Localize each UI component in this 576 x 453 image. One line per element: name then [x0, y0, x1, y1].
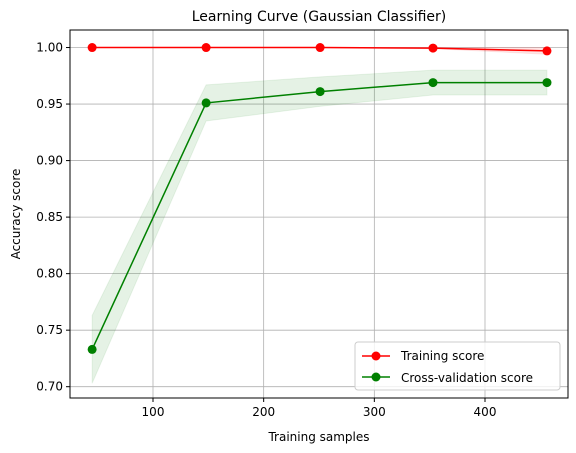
series-points: [87, 43, 552, 354]
data-point: [428, 43, 438, 53]
y-tick-label: 0.95: [36, 97, 63, 111]
plot-frame: [69, 29, 569, 399]
legend-label-training: Training score: [400, 349, 484, 363]
legend-marker-cross-validation: [371, 372, 381, 382]
y-tick-label: 0.80: [36, 267, 63, 281]
data-point: [87, 344, 97, 354]
x-tick-label: 100: [142, 405, 165, 419]
series-band-1: [91, 69, 548, 384]
y-tick-label: 1.00: [36, 41, 63, 55]
data-point: [201, 98, 211, 108]
data-point: [201, 43, 211, 53]
x-axis-ticks: 100 200 300 400: [142, 398, 497, 419]
score-bands: [91, 47, 548, 384]
x-tick-label: 400: [474, 405, 497, 419]
x-tick-label: 300: [363, 405, 386, 419]
y-tick-label: 0.85: [36, 210, 63, 224]
data-point: [428, 78, 438, 88]
data-point: [315, 87, 325, 97]
x-axis-label: Training samples: [267, 430, 369, 444]
legend-box: [354, 341, 561, 391]
legend: Training score Cross-validation score: [354, 341, 561, 391]
y-axis-label: Accuracy score: [9, 169, 23, 260]
data-point: [542, 78, 552, 88]
data-point: [315, 43, 325, 53]
y-tick-label: 0.70: [36, 380, 63, 394]
y-axis-ticks: 0.70 0.75 0.80 0.85 0.90 0.95 1.00: [36, 41, 70, 394]
chart-title: Learning Curve (Gaussian Classifier): [192, 9, 447, 25]
x-tick-label: 200: [252, 405, 275, 419]
legend-label-cross-validation: Cross-validation score: [401, 371, 533, 385]
data-point: [87, 43, 97, 53]
y-tick-label: 0.90: [36, 154, 63, 168]
legend-marker-training: [371, 351, 381, 361]
y-tick-label: 0.75: [36, 323, 63, 337]
data-point: [542, 46, 552, 56]
